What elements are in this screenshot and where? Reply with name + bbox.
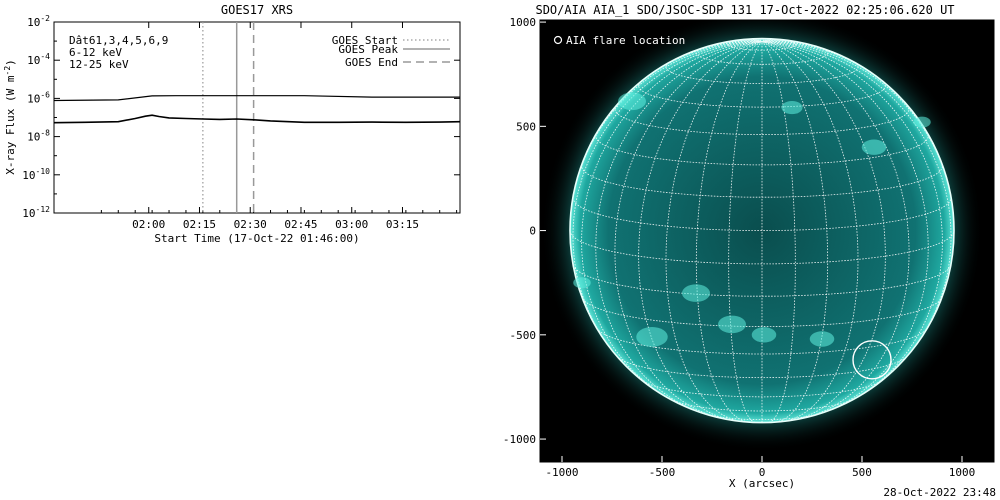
- grid-line: [572, 264, 952, 297]
- legend-goes-end-label: GOES End: [345, 56, 398, 69]
- aia-x-tick-label: 1000: [949, 466, 976, 479]
- goes-x-tick-label: 02:00: [132, 218, 165, 231]
- goes-x-tick-label: 02:15: [183, 218, 216, 231]
- goes-x-axis-label: Start Time (17-Oct-22 01:46:00): [154, 232, 359, 245]
- grid-line: [581, 41, 763, 401]
- goes-low-band-label: 6-12 keV: [69, 46, 122, 59]
- aia-plot-frame: [539, 19, 995, 463]
- heliographic-grid: [569, 38, 955, 423]
- grid-line: [614, 41, 763, 418]
- goes-y-tick-label: 10-8: [27, 129, 50, 144]
- goes-x-tick-label: 02:45: [284, 218, 317, 231]
- grid-line: [761, 41, 829, 423]
- goes-high-band-label: 12-25 keV: [69, 58, 129, 71]
- grid-line: [695, 47, 829, 65]
- aia-y-ticks: 1000 500 0 -500 -1000: [503, 16, 546, 446]
- grid-line: [638, 41, 763, 421]
- goes-y-axis-label: X-ray Flux (W m-2): [3, 59, 17, 175]
- active-region: [618, 92, 646, 111]
- aia-y-tick-label: 1000: [510, 16, 537, 29]
- goes-x-ticks: 02:00 02:15 02:30 02:45 03:00 03:15: [100, 22, 458, 231]
- goes-y-tick-label: 10-12: [22, 205, 50, 220]
- aia-y-tick-label: 500: [516, 120, 536, 133]
- aia-y-tick-label: -500: [510, 329, 537, 342]
- grid-line: [761, 40, 814, 46]
- goes-xrs-chart: GOES17 XRS 10-2 10-4 10-6 10-8 10-10 10-12 02…: [3, 3, 461, 245]
- active-region: [913, 116, 931, 128]
- grid-line: [761, 40, 845, 58]
- grid-line: [704, 413, 820, 421]
- grid-line: [582, 298, 942, 328]
- grid-line: [616, 355, 908, 379]
- active-regions: [573, 92, 931, 347]
- aia-x-tick-label: 500: [852, 466, 872, 479]
- active-region: [751, 327, 777, 343]
- active-region: [718, 315, 746, 334]
- aia-x-tick-label: 0: [759, 466, 766, 479]
- active-region: [573, 277, 591, 289]
- grid-line: [761, 41, 859, 422]
- flare-legend-label: AIA flare location: [566, 34, 685, 47]
- aia-x-axis-label: X (arcsec): [729, 477, 795, 490]
- goes-y-tick-label: 10-6: [27, 90, 50, 105]
- grid-line: [761, 41, 910, 418]
- goes-y-tick-label: 10-4: [27, 52, 50, 67]
- solar-limb: [569, 37, 955, 424]
- grid-line: [572, 41, 763, 362]
- aia-x-tick-label: -500: [649, 466, 676, 479]
- active-region: [682, 284, 710, 302]
- active-region: [636, 327, 668, 347]
- solar-disk: [570, 38, 954, 423]
- grid-line: [638, 81, 886, 108]
- aia-y-tick-label: -1000: [503, 433, 536, 446]
- goes-y-tick-label: 10-2: [27, 14, 50, 29]
- aia-image-content: [541, 20, 983, 452]
- flare-location-marker: [852, 340, 892, 380]
- grid-line: [746, 38, 763, 42]
- aia-x-ticks: -1000 -500 0 500 1000: [545, 456, 975, 479]
- grid-line: [761, 38, 778, 42]
- goes-channels-label: Dât61,3,4,5,6,9: [69, 34, 168, 47]
- goes-chart-title: GOES17 XRS: [221, 3, 293, 17]
- legend-goes-start-label: GOES Start: [332, 34, 398, 47]
- goes-x-tick-label: 02:30: [234, 218, 267, 231]
- active-region: [781, 100, 803, 115]
- grid-line: [665, 41, 763, 422]
- goes-x-tick-label: 03:15: [386, 218, 419, 231]
- active-region: [809, 331, 835, 347]
- flare-legend-symbol: [553, 35, 563, 45]
- goes-y-ticks: 10-2 10-4 10-6 10-8 10-10 10-12: [22, 14, 460, 220]
- goes-y-tick-label: 10-10: [22, 167, 50, 182]
- grid-line: [761, 41, 886, 421]
- goes-series-high-energy: [54, 114, 460, 124]
- footer-timestamp: 28-Oct-2022 23:48: [883, 486, 996, 499]
- grid-line: [596, 327, 928, 355]
- grid-line: [695, 41, 763, 423]
- aia-image-title: SDO/AIA AIA_1 SDO/JSOC-SDP 131 17-Oct-20…: [535, 3, 954, 17]
- grid-line: [614, 106, 910, 136]
- grid-line: [761, 41, 943, 401]
- grid-line: [728, 41, 763, 423]
- aia-y-tick-label: 0: [529, 225, 536, 238]
- goes-series-low-energy: [54, 95, 460, 102]
- aia-image-panel: SDO/AIA AIA_1 SDO/JSOC-SDP 131 17-Oct-20…: [503, 3, 995, 490]
- grid-line: [761, 41, 796, 423]
- legend-goes-peak-label: GOES Peak: [338, 43, 398, 56]
- goes-y-axis-label-group: X-ray Flux (W m-2): [3, 59, 17, 175]
- grid-line: [595, 134, 929, 166]
- goes-x-tick-label: 03:00: [335, 218, 368, 231]
- grid-line: [761, 41, 952, 362]
- aia-x-tick-label: -1000: [545, 466, 578, 479]
- active-region: [861, 139, 887, 155]
